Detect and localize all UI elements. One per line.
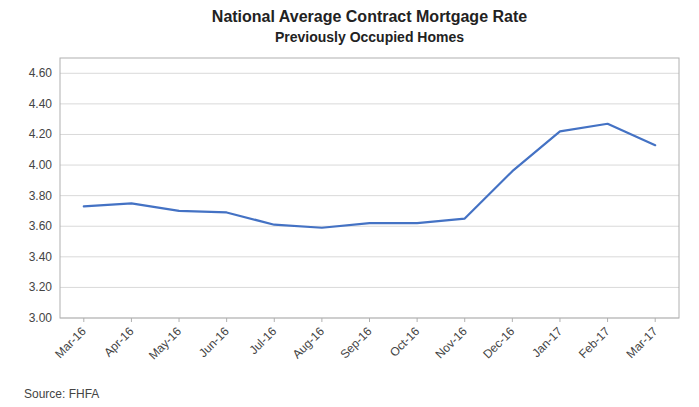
title: National Average Contract Mortgage Rate <box>212 8 527 25</box>
y-tick-label: 4.60 <box>29 66 53 80</box>
x-tick <box>559 318 560 322</box>
series <box>84 124 655 228</box>
grid-line <box>60 195 679 196</box>
y-tick-label: 4.20 <box>29 127 53 141</box>
x-tick <box>655 318 656 322</box>
x-tick <box>607 318 608 322</box>
x-tick-label: Oct-16 <box>387 324 423 360</box>
grid-line <box>60 287 679 288</box>
x-tick-label: Nov-16 <box>433 324 470 361</box>
source: Source: FHFA <box>24 387 99 401</box>
x-tick-label: Jun-16 <box>196 324 232 360</box>
grid-line <box>60 165 679 166</box>
y-tick-label: 4.40 <box>29 97 53 111</box>
x-tick <box>464 318 465 322</box>
y-tick-label: 3.80 <box>29 189 53 203</box>
grid-line <box>60 226 679 227</box>
x-tick <box>83 318 84 322</box>
x-tick-label: Sep-16 <box>337 324 374 361</box>
y-tick-label: 4.00 <box>29 158 53 172</box>
plot-frame <box>60 58 679 318</box>
x-tick-label: Jan-17 <box>529 324 565 360</box>
x-tick <box>321 318 322 322</box>
chart: National Average Contract Mortgage Rate P… <box>0 0 699 407</box>
grid-line <box>60 256 679 257</box>
y-tick-label: 3.00 <box>29 311 53 325</box>
x-tick <box>369 318 370 322</box>
x-tick-label: Feb-17 <box>576 324 613 361</box>
x-tick <box>226 318 227 322</box>
x-tick <box>417 318 418 322</box>
x-tick-label: Mar-17 <box>624 324 661 361</box>
x-axis: Mar-16 Apr-16May-16 Jun-16 Jul-16 Aug-16 Sep-… <box>52 318 660 362</box>
y-tick-label: 3.40 <box>29 250 53 264</box>
grid-line <box>60 73 679 74</box>
x-tick-label: Jul-16 <box>246 324 279 357</box>
y-tick-label: 3.60 <box>29 219 53 233</box>
grid-line <box>60 103 679 104</box>
y-axis: 3.00 3.20 3.40 3.60 3.80 4.00 4.20 4.40 4.60 <box>29 66 679 325</box>
x-tick <box>274 318 275 322</box>
x-tick-label: Apr-16 <box>101 324 137 360</box>
x-tick <box>512 318 513 322</box>
x-tick-label: Aug-16 <box>290 324 327 361</box>
line <box>84 124 655 228</box>
y-tick-label: 3.20 <box>29 280 53 294</box>
x-tick-label: May-16 <box>146 324 184 362</box>
subtitle: Previously Occupied Homes <box>275 29 464 45</box>
x-tick <box>179 318 180 322</box>
x-tick-label: Mar-16 <box>52 324 89 361</box>
grid-line <box>60 134 679 135</box>
x-tick <box>131 318 132 322</box>
x-tick-label: Dec-16 <box>480 324 517 361</box>
